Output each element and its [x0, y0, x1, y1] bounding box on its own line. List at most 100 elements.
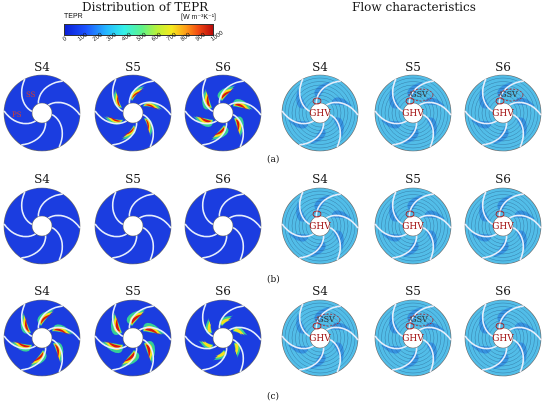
station-label: S5: [405, 60, 421, 74]
streamline: [377, 77, 449, 149]
low-velocity-region: [331, 97, 356, 108]
tepr-hotspot: [115, 88, 122, 108]
flow-streamline-disc: GHV: [464, 299, 542, 377]
colorbar-gradient: [64, 24, 214, 36]
streamline: [471, 306, 535, 370]
blade: [298, 191, 311, 226]
flow-streamline-disc: GHV GSV: [374, 299, 452, 377]
tepr-hotspot: [144, 118, 151, 138]
ghv-vortex-marker: [312, 210, 322, 218]
blade: [298, 303, 311, 338]
flow-streamline-disc: GHV: [464, 187, 542, 265]
blade: [482, 235, 508, 259]
streamline: [288, 194, 352, 258]
tepr-hotspot: [118, 125, 136, 142]
tepr-hotspot: [212, 351, 225, 359]
streamline: [295, 88, 345, 138]
blade: [481, 303, 494, 338]
tepr-hotspot: [209, 321, 213, 332]
blade: [464, 335, 498, 350]
ghv-vortex-marker: [405, 210, 415, 218]
low-velocity-region: [296, 197, 308, 222]
tepr-hotspot: [234, 103, 249, 112]
low-velocity-region: [332, 230, 344, 255]
blade: [481, 191, 494, 226]
blade: [138, 101, 172, 116]
low-velocity-region: [467, 231, 492, 242]
blade: [112, 122, 138, 146]
blade: [508, 214, 542, 229]
blade: [482, 122, 508, 146]
station-label: S6: [215, 284, 231, 298]
ps-label: PS: [12, 111, 22, 119]
blade: [281, 223, 315, 238]
blade: [142, 338, 155, 373]
tepr-hotspot: [119, 126, 135, 139]
blade: [325, 101, 359, 116]
low-velocity-region: [389, 84, 401, 109]
ghv-vortex-marker: [495, 97, 505, 105]
low-velocity-region: [377, 343, 402, 354]
colorbar-tick-label: 0: [62, 36, 69, 43]
tepr-hotspot: [29, 352, 44, 363]
tepr-hotspot: [144, 104, 159, 112]
blade: [392, 347, 418, 371]
low-velocity-region: [284, 343, 309, 354]
blade: [20, 78, 33, 113]
tepr-hotspot: [209, 126, 226, 139]
blade: [37, 193, 63, 217]
tepr-hotspot: [53, 343, 61, 365]
blade: [21, 122, 47, 146]
tepr-hotspot: [131, 87, 147, 100]
colorbar-unit: [W m⁻³K⁻¹]: [181, 14, 216, 21]
tepr-hotspot: [132, 89, 145, 99]
blade: [329, 113, 342, 148]
streamline: [474, 197, 532, 255]
gsv-vortex-marker: [408, 313, 434, 327]
blade: [218, 193, 244, 217]
streamline: [474, 309, 532, 367]
tepr-hotspot: [197, 114, 212, 123]
ss-label: SS: [26, 91, 36, 99]
blade: [422, 338, 435, 373]
tepr-hotspot: [54, 344, 59, 362]
blade: [47, 214, 81, 229]
station-label: S4: [312, 172, 328, 186]
blade: [128, 80, 154, 104]
blade: [374, 335, 408, 350]
tepr-hotspot: [222, 320, 233, 324]
streamline: [295, 201, 345, 251]
colorbar-title: TEPR: [64, 13, 83, 20]
blade: [325, 326, 359, 341]
blade: [408, 305, 434, 329]
flow-streamline-disc: GHV GSV: [374, 74, 452, 152]
blade: [47, 326, 81, 341]
ghv-label: GHV: [492, 109, 514, 119]
blade: [315, 80, 341, 104]
streamline: [302, 320, 338, 356]
flow-streamline-disc: GHV: [281, 74, 359, 152]
tepr-hotspot: [235, 119, 240, 135]
blade: [94, 110, 128, 125]
tepr-hotspot: [130, 84, 148, 101]
ghv-vortex-marker: [495, 210, 505, 218]
blade: [202, 235, 228, 259]
streamline: [291, 197, 349, 255]
station-label: S5: [125, 60, 141, 74]
blade: [228, 101, 262, 116]
blade: [512, 113, 525, 148]
streamline: [388, 88, 438, 138]
streamline: [467, 190, 539, 262]
station-label: S4: [34, 284, 50, 298]
tepr-hotspot: [121, 127, 134, 137]
blade: [498, 80, 524, 104]
ghv-label: GHV: [309, 334, 331, 344]
station-label: S5: [405, 172, 421, 186]
blade: [512, 338, 525, 373]
blade: [391, 78, 404, 113]
station-label: S4: [34, 172, 50, 186]
blade: [228, 214, 262, 229]
blade: [142, 113, 155, 148]
tepr-hotspot: [213, 352, 224, 356]
low-velocity-region: [296, 309, 308, 334]
